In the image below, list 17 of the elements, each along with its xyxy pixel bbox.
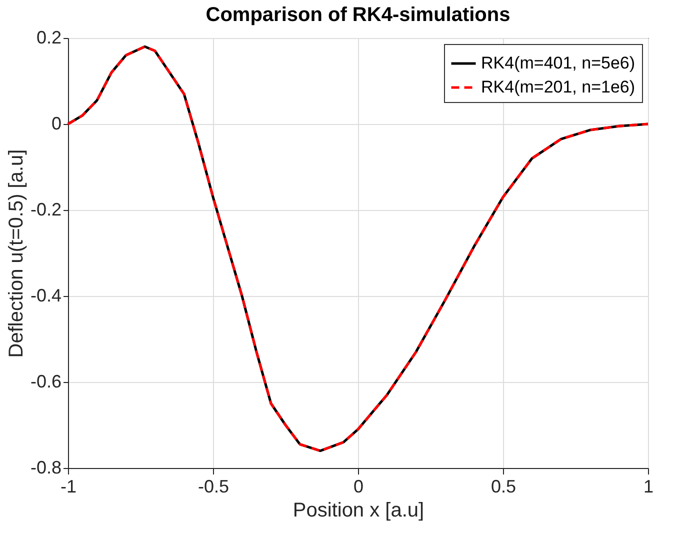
line-series [66, 45, 650, 452]
y-tick-label: -0.4 [30, 286, 62, 306]
legend-label: RK4(m=201, n=1e6) [481, 78, 636, 96]
y-tick-label: -0.8 [30, 458, 62, 478]
chart-title: Comparison of RK4-simulations [206, 4, 510, 26]
x-axis-title: Position x [a.u] [292, 500, 424, 522]
y-tick-label: -0.6 [30, 372, 62, 392]
y-tick-label: 0 [51, 114, 62, 134]
y-axis-title: Deflection u(t=0.5) [a.u] [5, 149, 28, 358]
x-tick-label: -1 [60, 476, 77, 496]
x-tick-label: -0.5 [198, 476, 230, 496]
x-tick-label: 0 [353, 476, 364, 496]
x-tick-label: 1 [643, 476, 654, 496]
y-tick-label: -0.2 [30, 200, 62, 220]
x-tick-label: 0.5 [490, 476, 516, 496]
y-tick-label: 0.2 [36, 28, 62, 48]
legend-label: RK4(m=401, n=5e6) [481, 54, 636, 72]
